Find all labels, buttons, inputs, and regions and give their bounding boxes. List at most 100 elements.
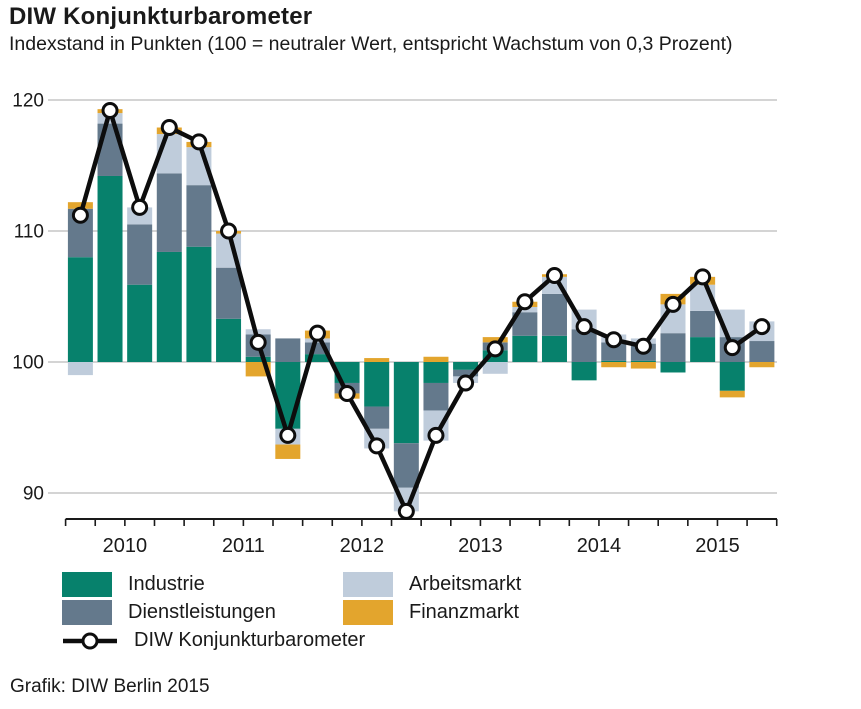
y-tick-label: 100 (12, 353, 44, 374)
bar-segment-dienstleistungen-2015-Q4 (749, 341, 775, 362)
arbeitsmarkt-swatch-icon (343, 572, 393, 597)
source-credit: Grafik: DIW Berlin 2015 (10, 676, 210, 697)
bar-segment-finanzmarkt-2010-Q1 (67, 202, 93, 209)
bar-segment-dienstleistungen-2011-Q2 (216, 267, 242, 319)
legend-item-dienstleistungen: Dienstleistungen (62, 600, 276, 625)
bar-segment-industrie-2015-Q1 (660, 362, 686, 373)
line-marker-2010-Q3 (131, 198, 149, 216)
bar-segment-finanzmarkt-2011-Q4 (275, 444, 301, 459)
bar-segment-finanzmarkt-2015-Q4 (749, 362, 775, 368)
chart-subtitle: Indexstand in Punkten (100 = neutraler W… (9, 33, 733, 55)
line-marker-2015-Q2 (694, 268, 712, 286)
bar-segment-industrie-2015-Q2 (690, 337, 716, 362)
line-marker-2012-Q1 (308, 324, 326, 342)
line-marker-2011-Q3 (249, 333, 267, 351)
bar-segment-dienstleistungen-2015-Q1 (660, 333, 686, 362)
line-marker-2011-Q1 (190, 133, 208, 151)
bar-segment-industrie-2012-Q3 (364, 362, 390, 407)
bar-segment-industrie-2013-Q4 (512, 335, 538, 362)
line-marker-2015-Q3 (723, 339, 741, 357)
legend-item-industrie: Industrie (62, 572, 205, 597)
year-label-2010: 2010 (103, 535, 148, 557)
bar-segment-industrie-2010-Q2 (97, 175, 123, 362)
industrie-swatch-icon (62, 572, 112, 597)
line-marker-2013-Q1 (427, 426, 445, 444)
bar-segment-dienstleistungen-2014-Q3 (601, 342, 627, 361)
finanzmarkt-swatch-icon (343, 600, 393, 625)
bar-segment-dienstleistungen-2014-Q1 (541, 293, 567, 336)
line-marker-2014-Q4 (634, 337, 652, 355)
year-label-2014: 2014 (577, 535, 622, 557)
legend-label-industrie: Industrie (128, 573, 205, 595)
line-marker-2011-Q2 (220, 222, 238, 240)
bar-segment-industrie-2011-Q2 (216, 318, 242, 362)
bar-segment-dienstleistungen-2010-Q3 (127, 224, 153, 285)
year-label-2013: 2013 (458, 535, 503, 557)
bar-segment-industrie-2010-Q4 (156, 251, 182, 362)
line-marker-2012-Q2 (338, 384, 356, 402)
year-label-2011: 2011 (222, 535, 265, 557)
bar-segment-industrie-2010-Q3 (127, 284, 153, 362)
line-marker-2013-Q3 (486, 340, 504, 358)
bar-segment-industrie-2015-Q3 (719, 362, 745, 391)
bar-segment-industrie-2011-Q3 (245, 356, 271, 362)
y-tick-label: 110 (14, 222, 44, 243)
bar-segment-industrie-2010-Q1 (67, 257, 93, 362)
bar-segment-dienstleistungen-2011-Q1 (186, 185, 212, 247)
legend-label-barometer-line: DIW Konjunkturbarometer (134, 629, 366, 651)
year-label-2015: 2015 (695, 535, 740, 557)
legend-item-arbeitsmarkt: Arbeitsmarkt (343, 572, 521, 597)
bar-segment-finanzmarkt-2012-Q3 (364, 358, 390, 362)
bar-segment-dienstleistungen-2012-Q1 (304, 342, 330, 355)
bar-segment-industrie-2013-Q2 (453, 362, 479, 370)
dienstleistungen-swatch-icon (62, 600, 112, 625)
year-label-2012: 2012 (340, 535, 385, 557)
bar-segment-dienstleistungen-2013-Q1 (423, 382, 449, 411)
bar-segment-industrie-2014-Q3 (601, 360, 627, 362)
bar-segment-dienstleistungen-2011-Q4 (275, 338, 301, 362)
bar-segment-finanzmarkt-2015-Q3 (719, 390, 745, 398)
bar-segment-dienstleistungen-2010-Q4 (156, 173, 182, 252)
bar-segment-industrie-2013-Q1 (423, 362, 449, 383)
bar-segment-finanzmarkt-2013-Q1 (423, 356, 449, 362)
bar-segment-industrie-2012-Q4 (393, 362, 419, 444)
bar-segment-dienstleistungen-2013-Q2 (453, 369, 479, 377)
bar-segment-industrie-2011-Q1 (186, 246, 212, 362)
bar-segment-arbeitsmarkt-2010-Q1 (67, 362, 93, 376)
bar-segment-finanzmarkt-2013-Q3 (482, 337, 508, 343)
line-marker-2014-Q2 (575, 318, 593, 336)
bar-segment-finanzmarkt-2014-Q4 (630, 362, 656, 369)
y-tick-label: 120 (12, 91, 44, 112)
line-marker-2012-Q3 (368, 437, 386, 455)
line-marker-2010-Q4 (160, 119, 178, 137)
legend-item-finanzmarkt: Finanzmarkt (343, 600, 519, 625)
line-marker-2011-Q4 (279, 426, 297, 444)
y-tick-label: 90 (23, 484, 44, 505)
page-title: DIW Konjunkturbarometer (9, 3, 313, 30)
bar-segment-arbeitsmarkt-2013-Q3 (482, 362, 508, 374)
legend-label-finanzmarkt: Finanzmarkt (409, 601, 520, 623)
bar-segment-industrie-2014-Q2 (571, 362, 597, 381)
line-marker-2010-Q1 (71, 206, 89, 224)
bar-segment-industrie-2012-Q1 (304, 354, 330, 362)
barometer-line (78, 108, 764, 514)
bar-segment-dienstleistungen-2013-Q4 (512, 312, 538, 336)
bar-segment-dienstleistungen-2012-Q3 (364, 406, 390, 429)
bar-segment-finanzmarkt-2014-Q3 (601, 362, 627, 368)
bar-segment-industrie-2014-Q4 (630, 360, 656, 362)
bar-segment-industrie-2014-Q1 (541, 335, 567, 362)
legend-label-arbeitsmarkt: Arbeitsmarkt (409, 573, 522, 595)
line-marker-2013-Q2 (457, 374, 475, 392)
line-marker-2012-Q4 (397, 502, 415, 520)
bar-segment-dienstleistungen-2012-Q4 (393, 443, 419, 488)
bar-segment-arbeitsmarkt-2011-Q3 (245, 329, 271, 335)
line-marker-2015-Q4 (753, 318, 771, 336)
line-marker-2014-Q1 (545, 267, 563, 285)
bar-segment-dienstleistungen-2015-Q2 (690, 310, 716, 338)
line-marker-icon (63, 632, 117, 649)
line-marker-2014-Q3 (605, 331, 623, 349)
bar-segment-industrie-2011-Q4 (275, 362, 301, 429)
line-marker-2015-Q1 (664, 295, 682, 313)
